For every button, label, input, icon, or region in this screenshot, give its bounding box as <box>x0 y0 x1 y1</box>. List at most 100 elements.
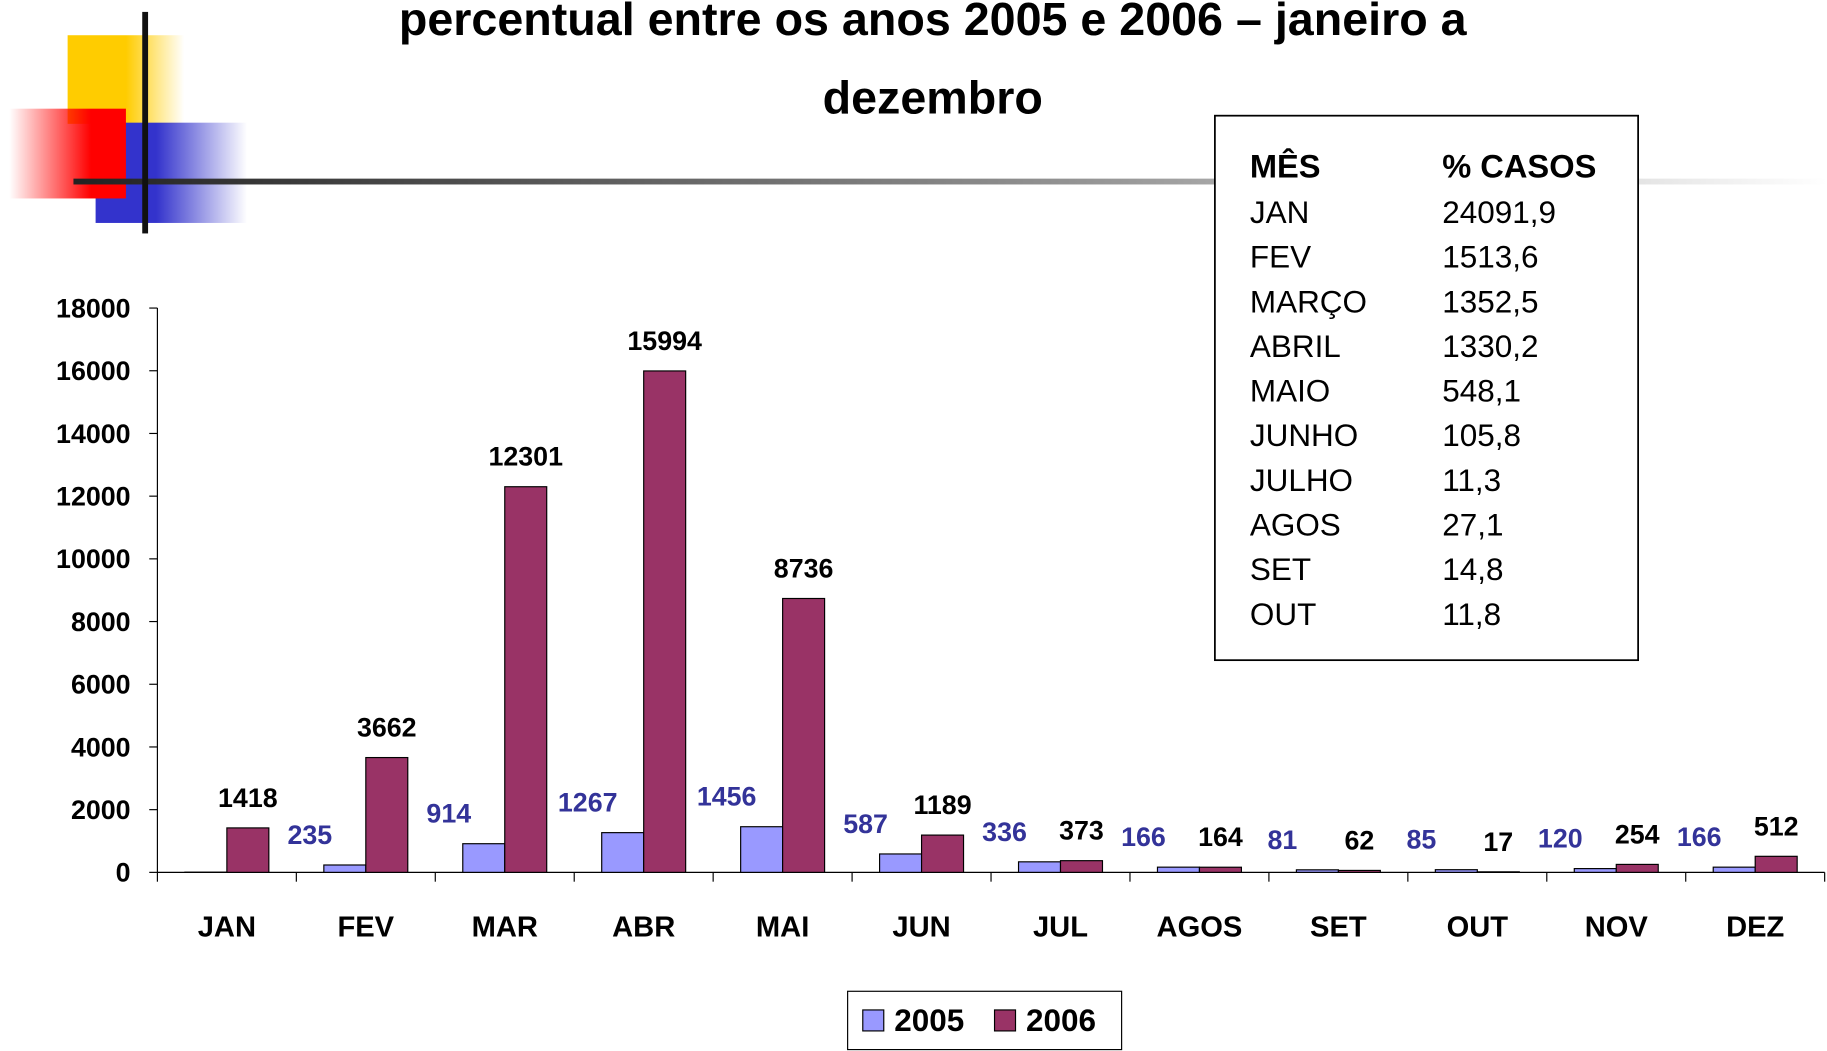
data-label: 1456 <box>697 782 757 812</box>
table-cell: 105,8 <box>1442 418 1521 453</box>
legend-label: 2006 <box>1026 1003 1096 1038</box>
chart-title: dezembro <box>823 71 1043 123</box>
y-tick-label: 14000 <box>56 419 131 449</box>
table-cell: 27,1 <box>1442 508 1503 543</box>
table-header: MÊS <box>1250 147 1321 184</box>
data-label: 62 <box>1344 825 1374 855</box>
table-cell: 1330,2 <box>1442 329 1538 364</box>
table-cell: 14,8 <box>1442 552 1503 587</box>
table-cell: MAIO <box>1250 374 1330 409</box>
y-tick-label: 8000 <box>71 607 131 637</box>
table-cell: MARÇO <box>1250 284 1367 319</box>
bar <box>1295 869 1339 873</box>
decoration <box>9 11 1827 234</box>
bar <box>1476 871 1520 873</box>
y-tick-label: 2000 <box>71 795 131 825</box>
data-label: 235 <box>287 820 332 850</box>
data-label: 166 <box>1677 822 1722 852</box>
x-tick-label: MAR <box>472 911 538 943</box>
data-label: 3662 <box>357 713 417 743</box>
legend-swatch <box>862 1009 885 1032</box>
data-label: 8736 <box>774 553 834 583</box>
data-label: 1418 <box>218 783 278 813</box>
bar <box>601 832 645 873</box>
bar <box>1059 860 1104 873</box>
data-label: 17 <box>1483 827 1513 857</box>
chart-title: percentual entre os anos 2005 e 2006 – j… <box>399 0 1468 45</box>
y-tick-label: 0 <box>116 858 131 888</box>
data-label: 81 <box>1268 825 1298 855</box>
x-tick-label: DEZ <box>1726 911 1784 943</box>
table-cell: 11,3 <box>1442 463 1501 498</box>
table-cell: ABRIL <box>1250 329 1341 364</box>
x-tick-label: ABR <box>612 911 675 943</box>
y-tick-label: 18000 <box>56 293 131 323</box>
data-label: 15994 <box>627 326 702 356</box>
data-label: 166 <box>1121 822 1166 852</box>
table-header: % CASOS <box>1442 147 1596 184</box>
data-label: 336 <box>982 817 1027 847</box>
bar <box>1017 861 1062 873</box>
bar <box>323 864 367 873</box>
data-label: 512 <box>1754 811 1799 841</box>
data-label: 1267 <box>558 788 618 818</box>
legend: 2005 2006 <box>847 990 1123 1051</box>
table-cell: SET <box>1250 552 1311 587</box>
bar <box>1337 869 1381 873</box>
table-cell: 24091,9 <box>1442 195 1556 230</box>
bar <box>879 853 923 873</box>
data-label: 587 <box>843 809 888 839</box>
legend-label: 2005 <box>894 1003 964 1038</box>
bar <box>1198 866 1242 873</box>
data-label: 120 <box>1538 824 1583 854</box>
y-tick-label: 4000 <box>71 732 131 762</box>
x-tick-label: SET <box>1310 911 1367 943</box>
table-cell: 1352,5 <box>1442 284 1538 319</box>
y-tick-label: 16000 <box>56 356 131 386</box>
table-cell: 1513,6 <box>1442 240 1538 275</box>
bar <box>1615 863 1659 873</box>
y-tick-label: 10000 <box>56 544 131 574</box>
x-tick-label: JUN <box>892 911 950 943</box>
legend-swatch <box>993 1009 1017 1032</box>
data-label: 254 <box>1615 819 1660 849</box>
data-label: 12301 <box>488 442 563 472</box>
table-cell: JULHO <box>1250 463 1353 498</box>
bar <box>1573 868 1617 873</box>
bar <box>782 597 826 873</box>
bar <box>1156 866 1201 873</box>
data-label: 914 <box>426 799 471 829</box>
table-cell: 11,8 <box>1442 597 1501 632</box>
bar <box>365 756 409 873</box>
table-cell: OUT <box>1250 597 1316 632</box>
table-cell: JUNHO <box>1250 418 1358 453</box>
bar <box>1712 866 1756 873</box>
x-tick-label: MAI <box>756 911 809 943</box>
x-tick-label: NOV <box>1585 911 1649 943</box>
x-tick-label: JAN <box>198 911 256 943</box>
data-label: 1189 <box>913 790 971 820</box>
y-tick-label: 6000 <box>71 670 131 700</box>
bar <box>920 834 965 873</box>
table-cell: JAN <box>1250 195 1309 230</box>
bar <box>740 826 784 873</box>
x-tick-label: OUT <box>1447 911 1509 943</box>
bar <box>504 486 548 873</box>
x-tick-label: FEV <box>337 911 394 943</box>
bar <box>462 843 506 873</box>
bar <box>1754 855 1798 873</box>
x-tick-label: AGOS <box>1157 911 1243 943</box>
table: MÊS % CASOS JAN 24091,9 FEV 1513,6 MARÇO 1352,5… <box>1214 114 1639 662</box>
plot: 0 2000 4000 6000 8000 10000 12000 14000 16000 180… <box>56 293 1826 943</box>
data-label: 85 <box>1406 825 1436 855</box>
bar <box>1434 869 1478 873</box>
x-tick-label: JUL <box>1033 911 1088 943</box>
bar <box>226 827 270 873</box>
table-cell: AGOS <box>1250 508 1341 543</box>
table-cell: FEV <box>1250 240 1311 275</box>
data-label: 164 <box>1198 822 1243 852</box>
data-label: 373 <box>1059 816 1104 846</box>
y-tick-label: 12000 <box>56 481 131 511</box>
